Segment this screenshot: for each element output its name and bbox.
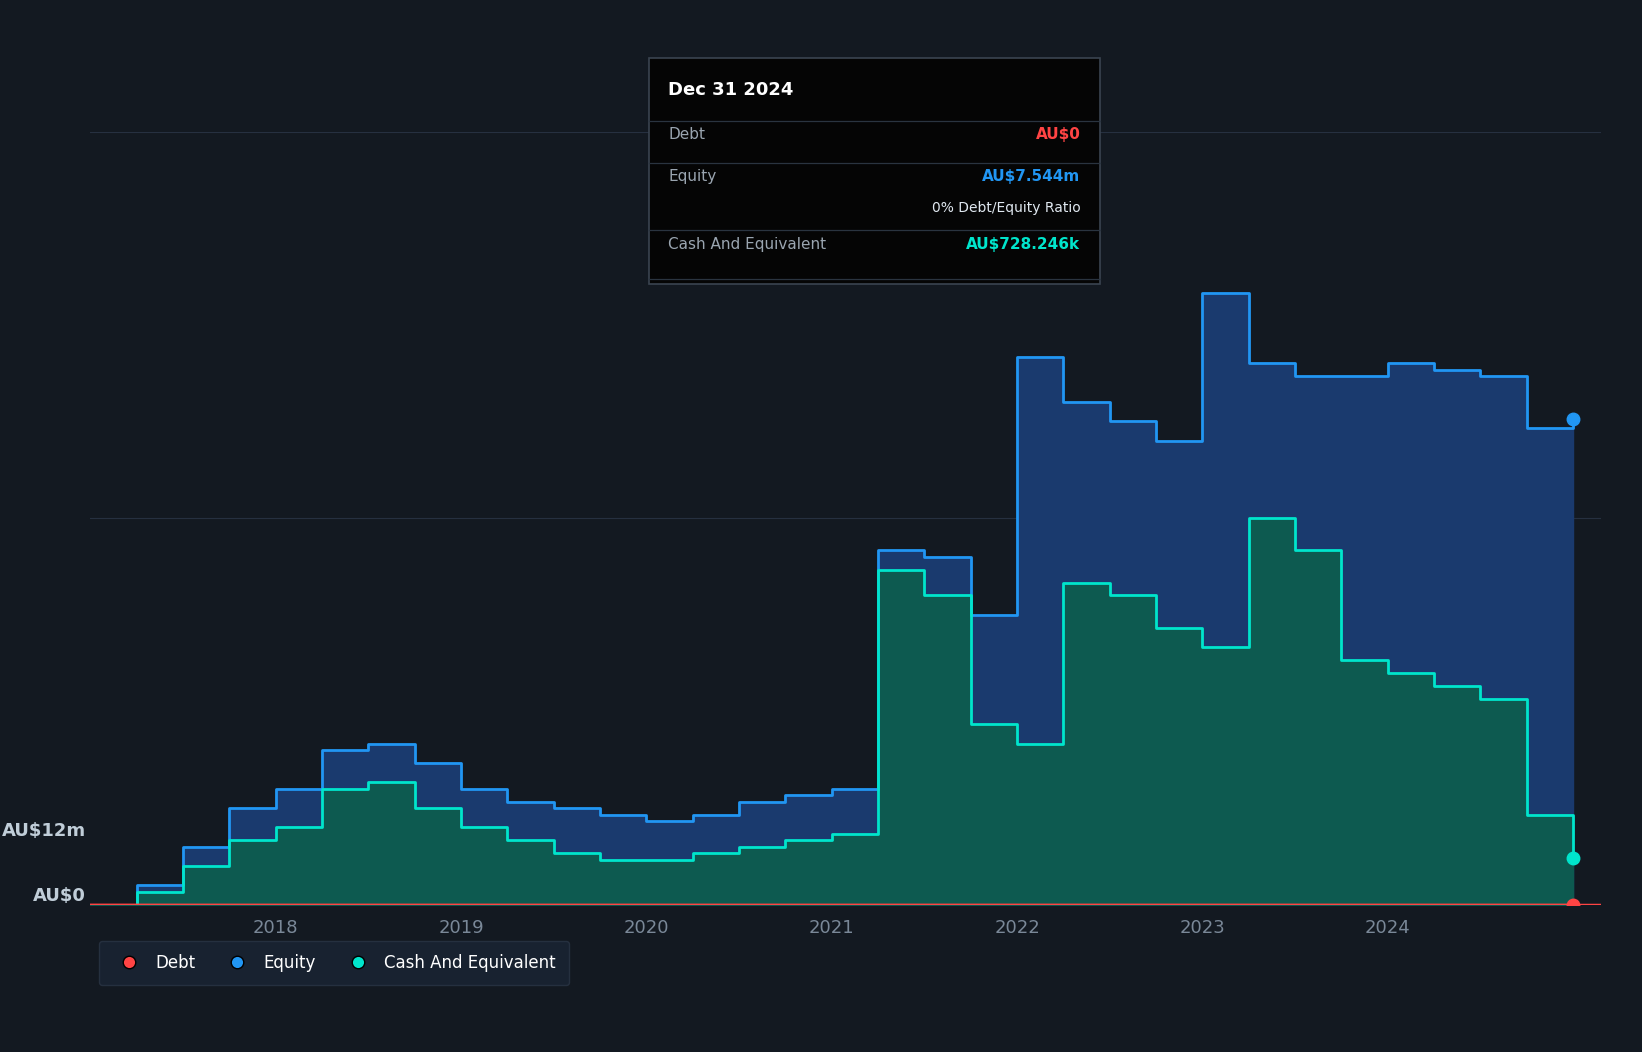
Text: Debt: Debt	[668, 127, 706, 142]
Legend: Debt, Equity, Cash And Equivalent: Debt, Equity, Cash And Equivalent	[99, 940, 570, 986]
Text: Cash And Equivalent: Cash And Equivalent	[668, 237, 826, 251]
Text: 0% Debt/Equity Ratio: 0% Debt/Equity Ratio	[931, 201, 1080, 215]
Text: Equity: Equity	[668, 169, 716, 184]
Text: AU$728.246k: AU$728.246k	[965, 237, 1080, 251]
Text: AU$7.544m: AU$7.544m	[982, 169, 1080, 184]
Text: Dec 31 2024: Dec 31 2024	[668, 81, 793, 99]
Text: AU$0: AU$0	[33, 887, 85, 905]
Text: AU$12m: AU$12m	[2, 823, 85, 841]
Text: AU$0: AU$0	[1036, 127, 1080, 142]
